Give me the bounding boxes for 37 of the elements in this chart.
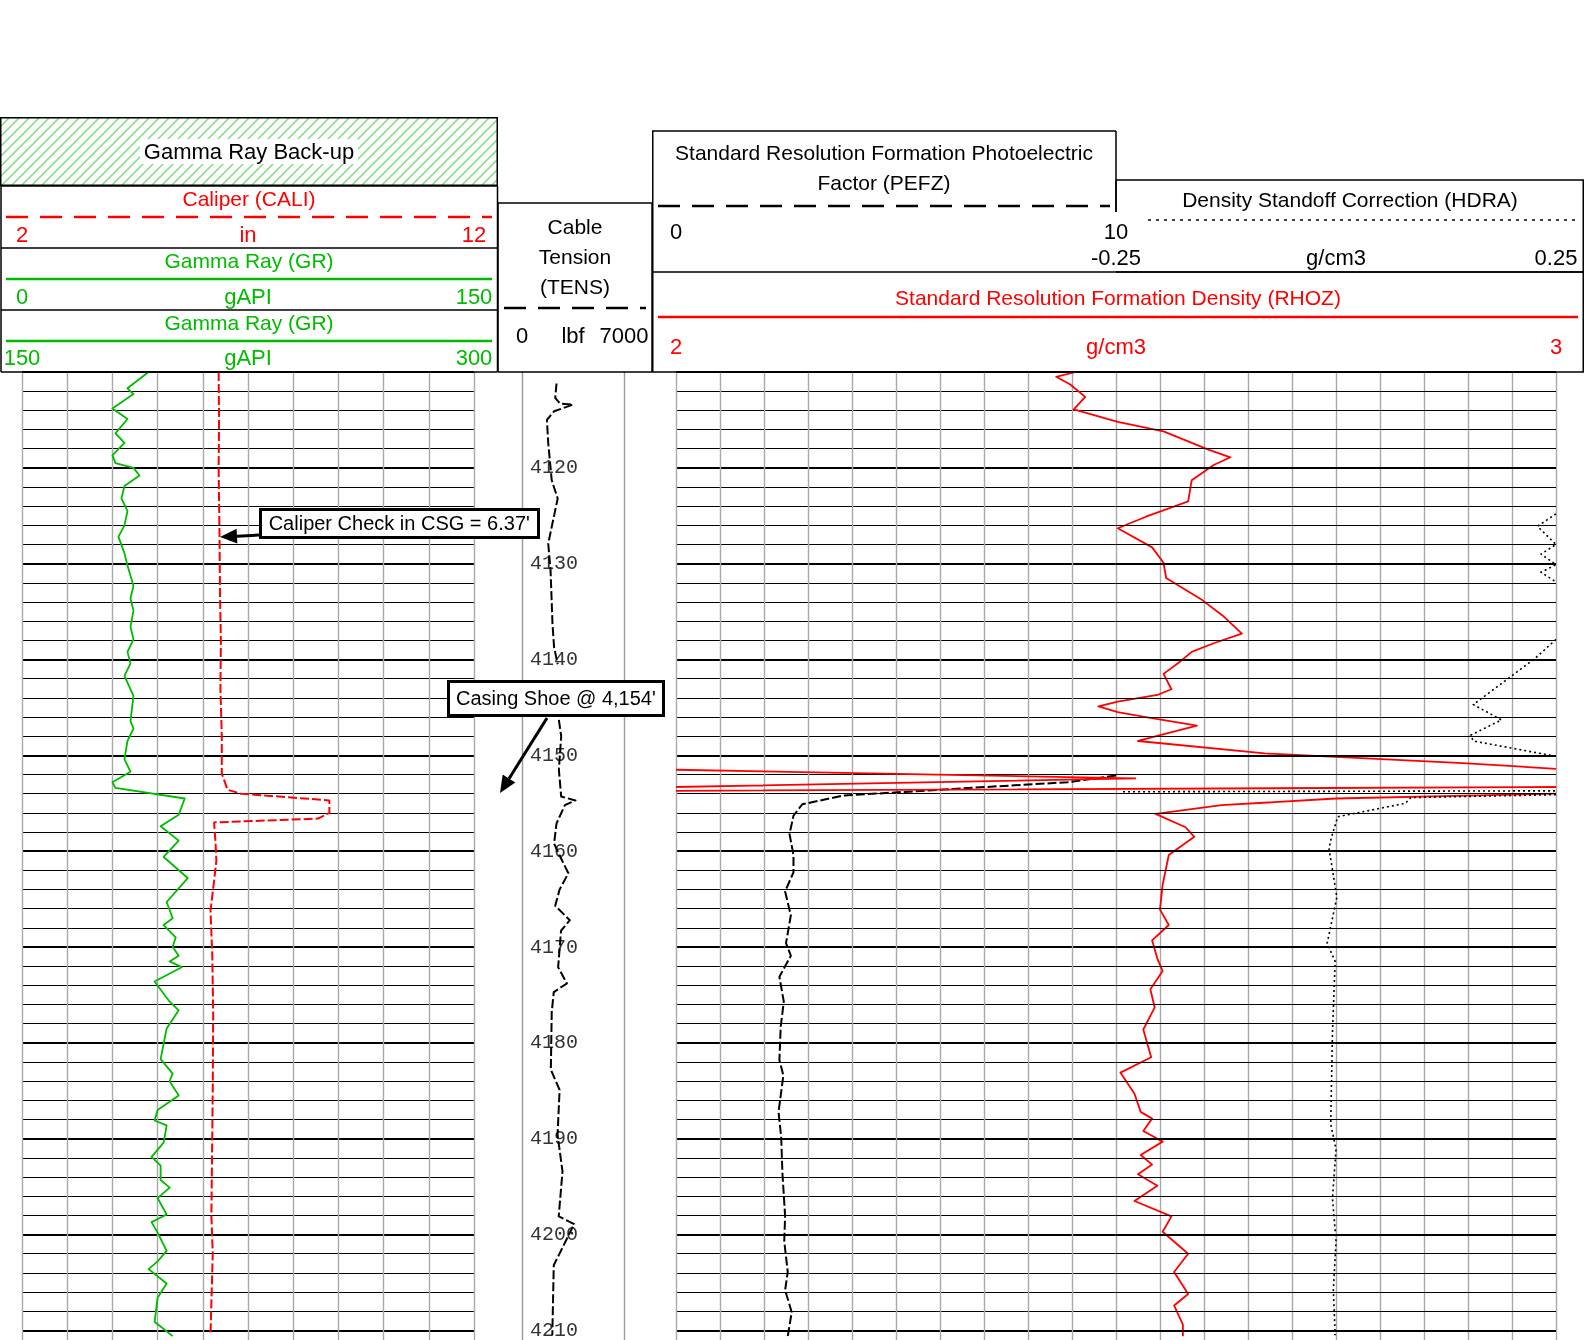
text: Standard Resolution Formation Photoelectric Factor (PEFZ) bbox=[674, 140, 1094, 196]
y-tick-label: 4120 bbox=[530, 456, 579, 480]
text: 300 bbox=[455, 344, 493, 372]
text: gAPI bbox=[224, 344, 272, 372]
text: Standard Resolution Formation Density (RHOZ) bbox=[894, 285, 1342, 311]
text: Gamma Ray Back-up bbox=[139, 138, 359, 164]
text: Gamma Ray (GR) bbox=[163, 248, 335, 274]
y-tick-label: 4210 bbox=[530, 1318, 579, 1340]
y-tick-label: 4140 bbox=[530, 648, 579, 672]
x2-axis-title: in bbox=[239, 221, 257, 247]
annotation: Caliper Check in CSG = 6.37' bbox=[258, 507, 540, 539]
y-tick-label: 4180 bbox=[530, 1031, 579, 1055]
x-tick-label: 0.25 bbox=[1534, 244, 1578, 270]
x-tick-label: -0.25 bbox=[1090, 244, 1142, 270]
x-tick-label: 3 bbox=[1549, 333, 1563, 359]
annotation: Casing Shoe @ 4,154' bbox=[447, 680, 665, 717]
text: Density Standoff Correction (HDRA) bbox=[1181, 187, 1519, 213]
text: Caliper (CALI) bbox=[181, 186, 317, 212]
y-tick-label: 4200 bbox=[530, 1223, 579, 1247]
y-tick-label: 4190 bbox=[530, 1127, 579, 1151]
x-tick-label: 7000 bbox=[599, 322, 649, 348]
text: Cable Tension (TENS) bbox=[537, 214, 613, 300]
x-axis-title: gAPI bbox=[224, 283, 272, 309]
x2-tick-label: 0 bbox=[669, 218, 683, 244]
y-tick-label: 4150 bbox=[530, 743, 579, 767]
x2-tick-label: 12 bbox=[461, 221, 487, 247]
x-tick-label: 2 bbox=[669, 333, 683, 359]
x-axis-title: g/cm3 bbox=[1086, 333, 1146, 359]
y-tick-label: 4160 bbox=[530, 839, 579, 863]
x2-tick-label: 10 bbox=[1103, 218, 1129, 244]
x-axis-title: g/cm3 bbox=[1306, 244, 1366, 270]
text: Gamma Ray (GR) bbox=[164, 310, 334, 336]
y-tick-label: 4170 bbox=[530, 935, 579, 959]
x-tick-label: 0 bbox=[515, 322, 529, 348]
y-tick-label: 4130 bbox=[530, 552, 579, 576]
x2-tick-label: 2 bbox=[15, 221, 29, 247]
x-axis-title: lbf bbox=[561, 322, 586, 348]
